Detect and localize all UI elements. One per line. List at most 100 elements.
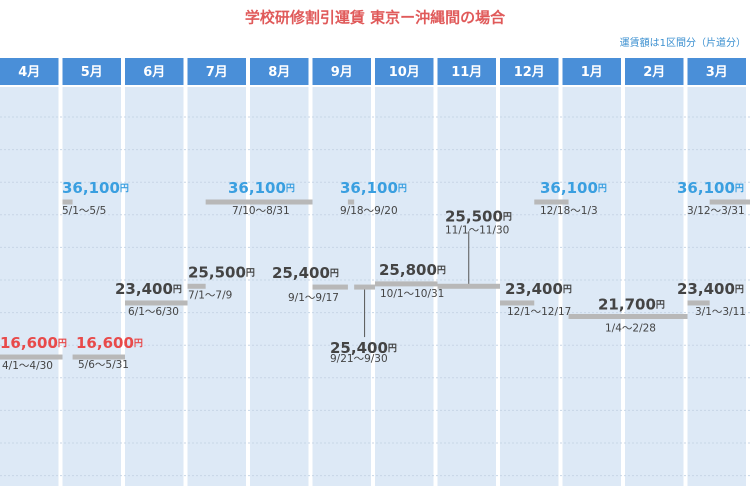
month-header <box>0 58 59 85</box>
fare-unit: 円 <box>134 338 143 349</box>
fare-period: 11/1～11/30 <box>445 224 509 236</box>
fare-bar <box>312 284 348 290</box>
fare-value: 36,100 <box>677 179 735 197</box>
fare-bar <box>709 199 750 205</box>
fare-unit: 円 <box>735 183 744 194</box>
column-bg <box>375 87 434 486</box>
fare-value: 25,800 <box>379 260 437 278</box>
fare-bar <box>72 354 125 360</box>
fare-label: 25,500円 <box>188 263 255 281</box>
fare-value: 25,500 <box>445 207 503 225</box>
month-label: 1月 <box>581 65 603 80</box>
fare-unit: 円 <box>656 299 665 310</box>
fare-label: 21,700円 <box>598 295 665 313</box>
fare-unit: 円 <box>286 183 295 194</box>
month-header <box>250 58 309 85</box>
column-bg <box>500 87 559 486</box>
fare-value: 25,500 <box>188 263 246 281</box>
fare-bar <box>205 199 313 205</box>
fare-unit: 円 <box>58 338 67 349</box>
fare-unit: 円 <box>173 283 182 294</box>
column-bg <box>250 87 309 486</box>
month-label: 4月 <box>18 65 40 80</box>
month-header <box>187 58 246 85</box>
note: 運賃額は1区間分（片道分） <box>620 36 746 49</box>
fare-value: 23,400 <box>677 279 735 297</box>
month-header <box>625 58 684 85</box>
column-bg <box>562 87 621 486</box>
fare-period: 7/1～7/9 <box>188 289 232 301</box>
fare-bar <box>62 199 73 205</box>
month-header <box>125 58 184 85</box>
month-label: 9月 <box>331 65 353 80</box>
fare-bar <box>354 284 375 290</box>
fare-label: 25,500円 <box>445 207 512 225</box>
fare-bar <box>437 283 500 289</box>
fare-unit: 円 <box>503 211 512 222</box>
fare-period: 1/4～2/28 <box>605 322 656 334</box>
fare-value: 36,100 <box>62 179 120 197</box>
month-label: 2月 <box>643 65 665 80</box>
column-bg <box>125 87 184 486</box>
fare-label: 23,400円 <box>505 279 572 297</box>
fare-period: 6/1～6/30 <box>128 306 179 318</box>
fare-bar <box>534 199 569 205</box>
fare-value: 23,400 <box>505 279 563 297</box>
column-bg <box>0 87 59 486</box>
fare-period: 9/21～9/30 <box>330 353 388 365</box>
fare-bar <box>500 300 535 306</box>
fare-label: 36,100円 <box>62 179 129 197</box>
fare-unit: 円 <box>437 264 446 275</box>
grid <box>0 116 750 477</box>
fare-label: 36,100円 <box>228 179 295 197</box>
fare-bar <box>347 199 355 205</box>
month-label: 10月 <box>389 65 420 80</box>
fare-value: 36,100 <box>340 179 398 197</box>
fare-value: 36,100 <box>228 179 286 197</box>
fare-label: 23,400円 <box>677 279 744 297</box>
month-label: 5月 <box>81 65 103 80</box>
fare-period: 9/1～9/17 <box>288 292 339 304</box>
fare-period: 4/1～4/30 <box>2 360 53 372</box>
fare-value: 36,100 <box>540 179 598 197</box>
columns: 4月 5月 6月 7月 8月 9月 10月 11月 12月 1月 2月 3月 <box>0 58 746 486</box>
fare-period: 3/1～3/11 <box>695 306 746 318</box>
fare-value: 25,400 <box>272 264 330 282</box>
month-header <box>375 58 434 85</box>
fare-value: 25,400 <box>330 339 388 357</box>
month-label: 3月 <box>706 65 728 80</box>
month-header <box>687 58 746 85</box>
marks: 16,600円4/1～4/3036,100円5/1～5/516,600円5/6～… <box>0 179 750 372</box>
fare-period: 9/18～9/20 <box>340 205 398 217</box>
month-header <box>500 58 559 85</box>
chart-title: 学校研修割引運賃 東京ー沖縄間の場合 <box>245 9 506 27</box>
fare-label: 23,400円 <box>115 279 182 297</box>
fare-value: 16,600 <box>76 334 134 352</box>
month-header <box>62 58 121 85</box>
fare-label: 36,100円 <box>340 179 407 197</box>
fare-unit: 円 <box>735 283 744 294</box>
fare-bar <box>125 300 188 306</box>
fare-value: 23,400 <box>115 279 173 297</box>
fare-period: 7/10～8/31 <box>232 205 290 217</box>
fare-unit: 円 <box>563 283 572 294</box>
fare-period: 5/6～5/31 <box>78 359 129 371</box>
month-label: 11月 <box>451 65 482 80</box>
month-label: 12月 <box>514 65 545 80</box>
fare-unit: 円 <box>598 183 607 194</box>
fare-label: 25,400円 <box>330 339 397 357</box>
fare-unit: 円 <box>120 183 129 194</box>
fare-value: 16,600 <box>0 334 58 352</box>
fare-unit: 円 <box>246 267 255 278</box>
fare-period: 10/1～10/31 <box>380 288 444 300</box>
fare-bar <box>375 281 438 287</box>
column-bg <box>625 87 684 486</box>
fare-unit: 円 <box>398 183 407 194</box>
month-header <box>437 58 496 85</box>
fare-bar <box>0 354 63 360</box>
fare-period: 12/18～1/3 <box>540 205 598 217</box>
fare-label: 16,600円 <box>0 334 67 352</box>
fare-label: 36,100円 <box>540 179 607 197</box>
fare-unit: 円 <box>330 268 339 279</box>
